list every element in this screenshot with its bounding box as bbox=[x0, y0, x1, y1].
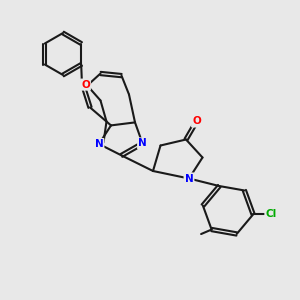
Text: O: O bbox=[192, 116, 201, 127]
Text: N: N bbox=[184, 173, 194, 184]
Text: O: O bbox=[81, 80, 90, 90]
Text: N: N bbox=[94, 139, 103, 149]
Text: Cl: Cl bbox=[266, 209, 277, 219]
Text: N: N bbox=[138, 138, 147, 148]
